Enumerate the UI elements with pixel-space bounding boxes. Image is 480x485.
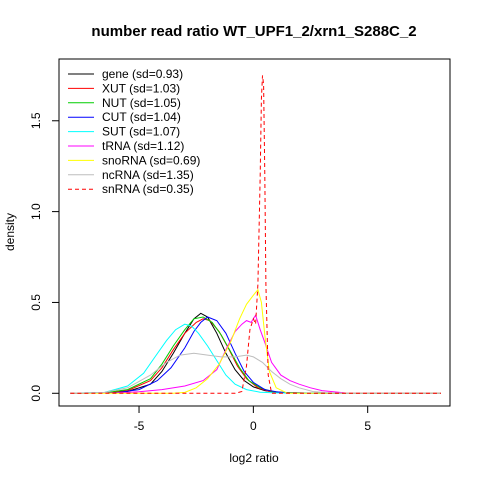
series-line xyxy=(70,323,441,394)
x-tick-label: 5 xyxy=(364,419,371,433)
legend-label: SUT (sd=1.07) xyxy=(102,125,180,139)
x-axis: -5 0 5 xyxy=(134,405,371,433)
legend-label: tRNA (sd=1.12) xyxy=(102,139,184,153)
legend-label: snRNA (sd=0.35) xyxy=(102,182,194,196)
legend-label: CUT (sd=1.04) xyxy=(102,110,181,124)
chart-title: number read ratio WT_UPF1_2/xrn1_S288C_2 xyxy=(91,23,416,40)
series-line xyxy=(70,314,441,394)
series-lines xyxy=(70,75,441,394)
y-tick-label: 0.5 xyxy=(29,294,43,311)
x-tick-label: 0 xyxy=(250,419,257,433)
series-line xyxy=(70,316,441,394)
y-tick-label: 1.5 xyxy=(29,112,43,129)
legend-label: gene (sd=0.93) xyxy=(102,67,183,81)
series-line xyxy=(70,352,441,394)
series-line xyxy=(70,316,441,394)
legend-label: NUT (sd=1.05) xyxy=(102,96,181,110)
y-axis: 0.0 0.5 1.0 1.5 xyxy=(29,112,60,402)
legend-label: XUT (sd=1.03) xyxy=(102,81,180,95)
y-axis-label: density xyxy=(3,213,17,251)
x-tick-label: -5 xyxy=(134,419,145,433)
series-line xyxy=(70,288,441,394)
x-axis-label: log2 ratio xyxy=(229,451,279,465)
legend-label: ncRNA (sd=1.35) xyxy=(102,168,194,182)
y-tick-label: 1.0 xyxy=(29,203,43,220)
y-tick-label: 0.0 xyxy=(29,385,43,402)
series-line xyxy=(70,75,441,394)
legend-label: snoRNA (sd=0.69) xyxy=(102,153,200,167)
legend: gene (sd=0.93)XUT (sd=1.03)NUT (sd=1.05)… xyxy=(68,67,200,196)
